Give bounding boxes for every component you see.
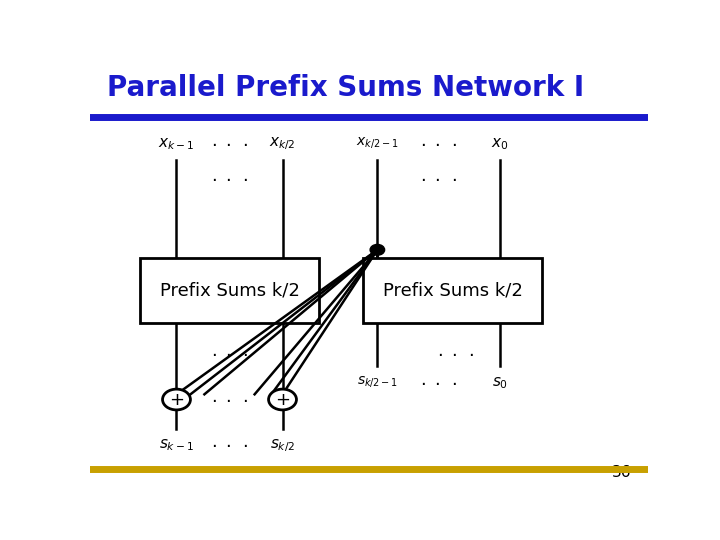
Text: $\cdot\;\cdot\;\cdot$: $\cdot\;\cdot\;\cdot$ [437,345,474,363]
Text: $x_{k/2-1}$: $x_{k/2-1}$ [356,136,399,151]
Text: $\cdot\;\cdot\;\cdot$: $\cdot\;\cdot\;\cdot$ [211,436,248,454]
Text: $\cdot\;\cdot\;\cdot$: $\cdot\;\cdot\;\cdot$ [211,345,248,363]
Bar [364,258,542,322]
Circle shape [163,389,191,410]
Text: $s_{0}$: $s_{0}$ [492,375,508,391]
Text: 36: 36 [612,465,631,480]
Text: +: + [169,390,184,409]
Text: Parallel Prefix Sums Network I: Parallel Prefix Sums Network I [107,73,584,102]
Circle shape [370,245,384,255]
Text: $\cdot\;\cdot\;\cdot$: $\cdot\;\cdot\;\cdot$ [211,170,248,188]
Text: $s_{k/2-1}$: $s_{k/2-1}$ [357,375,398,390]
Text: Prefix Sums k/2: Prefix Sums k/2 [383,281,523,299]
Text: $\cdot\;\cdot\;\cdot$: $\cdot\;\cdot\;\cdot$ [211,135,248,153]
Text: $\cdot\;\cdot\;\cdot$: $\cdot\;\cdot\;\cdot$ [420,135,457,153]
Text: +: + [275,390,290,409]
Text: $x_{0}$: $x_{0}$ [491,136,509,152]
Text: $x_{k-1}$: $x_{k-1}$ [158,136,194,152]
Bar [140,258,319,322]
Text: $\cdot\;\cdot\;\cdot$: $\cdot\;\cdot\;\cdot$ [420,170,457,188]
Text: Prefix Sums k/2: Prefix Sums k/2 [160,281,300,299]
Circle shape [269,389,297,410]
Text: $\cdot\;\cdot\;\cdot$: $\cdot\;\cdot\;\cdot$ [211,390,248,409]
Text: $s_{k/2}$: $s_{k/2}$ [270,437,295,454]
Text: $x_{k/2}$: $x_{k/2}$ [269,136,296,152]
Text: $s_{k-1}$: $s_{k-1}$ [159,437,194,453]
Text: $\cdot\;\cdot\;\cdot$: $\cdot\;\cdot\;\cdot$ [420,374,457,392]
